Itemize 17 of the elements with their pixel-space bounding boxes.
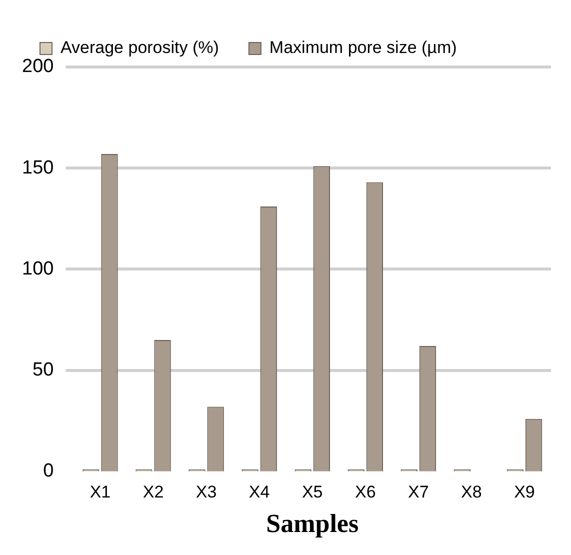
x-tick-label: X1 [90,482,111,502]
legend-label: Maximum pore size (µm) [269,38,457,58]
x-tick-label: X7 [408,482,429,502]
x-tick-label: X8 [461,482,482,502]
x-axis-title: Samples [266,509,359,538]
y-tick-label: 100 [22,258,54,280]
y-tick-label: 200 [22,56,54,78]
x-tick-label: X3 [196,482,217,502]
x-tick-label: X6 [354,482,376,502]
y-tick-label: 50 [32,360,54,381]
y-tick-label: 0 [43,460,54,482]
y-tick-label: 150 [22,157,54,178]
x-tick-label: X4 [248,482,270,502]
x-tick-label: X9 [514,482,535,502]
legend-label: Average porosity (%) [60,38,219,58]
x-tick-label: X2 [142,482,164,502]
x-tick-label: X5 [302,482,323,502]
